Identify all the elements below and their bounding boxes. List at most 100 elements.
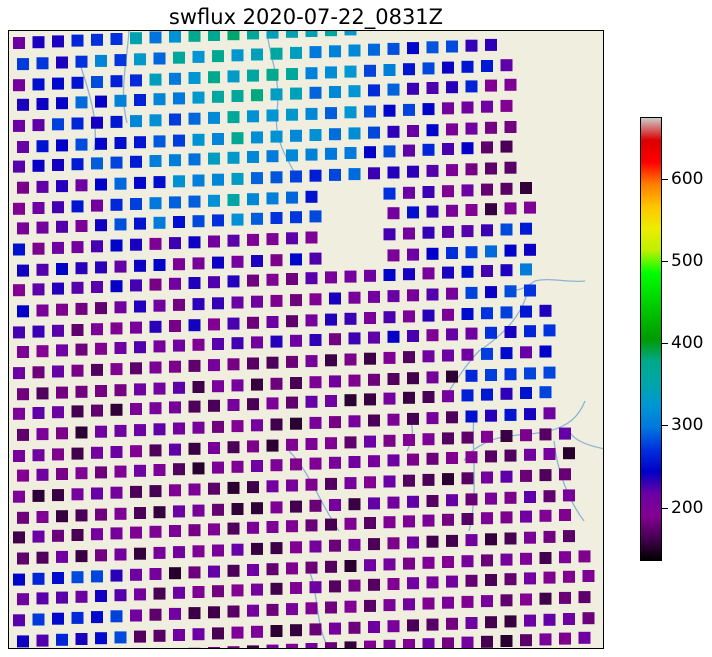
swflux-marker (134, 94, 146, 106)
swflux-marker (461, 636, 474, 648)
swflux-marker (114, 507, 127, 520)
swflux-marker (383, 351, 396, 364)
swflux-marker (188, 277, 201, 289)
swflux-marker (270, 171, 283, 184)
swflux-marker (364, 476, 376, 489)
swflux-marker (481, 388, 493, 401)
swflux-marker (305, 602, 318, 615)
swflux-marker (481, 100, 493, 113)
swflux-marker (173, 92, 185, 105)
swflux-marker (348, 498, 361, 511)
swflux-marker (485, 492, 497, 505)
swflux-marker (95, 302, 107, 315)
swflux-marker (212, 256, 224, 269)
swflux-marker (251, 419, 263, 432)
swflux-marker (422, 556, 435, 569)
swflux-marker (227, 358, 240, 371)
swflux-marker (305, 314, 318, 327)
river (506, 278, 586, 291)
swflux-marker (543, 366, 556, 379)
swflux-marker (465, 451, 478, 464)
swflux-marker (134, 588, 146, 601)
swflux-marker (290, 129, 302, 142)
swflux-marker (130, 362, 142, 375)
swflux-marker (91, 323, 103, 336)
swflux-marker (153, 176, 166, 189)
swflux-marker (149, 444, 162, 457)
swflux-marker (481, 512, 493, 525)
swflux-marker (329, 292, 341, 305)
swflux-marker (169, 607, 181, 620)
swflux-marker (149, 320, 162, 333)
swflux-marker (153, 382, 166, 395)
colorbar-tick (662, 425, 668, 426)
swflux-marker (212, 585, 224, 598)
swflux-marker (208, 399, 220, 412)
swflux-marker (426, 329, 439, 342)
swflux-marker (71, 117, 84, 130)
swflux-marker (110, 527, 123, 540)
swflux-marker (286, 479, 298, 492)
swflux-marker (422, 391, 435, 403)
swflux-marker (91, 33, 103, 46)
swflux-marker (114, 137, 127, 149)
swflux-marker (95, 137, 107, 150)
swflux-marker (485, 203, 497, 216)
swflux-marker (329, 86, 341, 98)
swflux-marker (422, 186, 435, 198)
swflux-marker (500, 264, 513, 277)
swflux-marker (504, 121, 517, 133)
swflux-marker (325, 271, 337, 284)
swflux-marker (52, 324, 64, 337)
swflux-marker (325, 477, 337, 490)
swflux-marker (446, 494, 458, 507)
swflux-marker (290, 458, 302, 471)
swflux-marker (407, 248, 419, 261)
swflux-marker (212, 627, 224, 640)
swflux-marker (266, 563, 279, 576)
swflux-marker (387, 207, 400, 220)
swflux-marker (520, 182, 532, 194)
swflux-marker (422, 143, 435, 156)
swflux-marker (403, 227, 415, 240)
swflux-marker (461, 513, 474, 525)
swflux-marker (348, 456, 361, 468)
swflux-marker (481, 265, 493, 277)
swflux-marker (134, 341, 146, 354)
swflux-marker (348, 415, 361, 428)
swflux-marker (173, 629, 185, 641)
swflux-marker (266, 603, 279, 616)
swflux-marker (91, 570, 103, 583)
swflux-marker (465, 410, 478, 423)
swflux-marker (481, 307, 493, 320)
swflux-marker (387, 330, 400, 343)
swflux-marker (309, 252, 322, 265)
swflux-marker (344, 147, 357, 159)
swflux-marker (481, 554, 493, 567)
swflux-marker (266, 192, 279, 205)
swflux-marker (309, 129, 322, 141)
swflux-marker (305, 31, 318, 37)
swflux-marker (188, 442, 201, 455)
swflux-marker (500, 511, 513, 524)
swflux-marker (325, 642, 337, 648)
swflux-marker (212, 173, 224, 186)
swflux-marker (387, 166, 400, 179)
swflux-marker (407, 165, 419, 178)
swflux-marker (426, 371, 439, 384)
swflux-marker (32, 325, 45, 338)
swflux-marker (485, 121, 497, 134)
swflux-marker (91, 611, 103, 624)
swflux-marker (71, 405, 84, 418)
swflux-marker (446, 81, 458, 94)
swflux-marker (309, 376, 322, 389)
swflux-marker (56, 427, 68, 440)
swflux-marker (91, 240, 103, 253)
swflux-marker (383, 104, 396, 117)
swflux-marker (344, 106, 357, 119)
swflux-marker (368, 290, 380, 303)
swflux-marker (212, 133, 224, 145)
swflux-marker (36, 345, 49, 358)
swflux-marker (344, 65, 357, 78)
swflux-marker (95, 95, 107, 108)
